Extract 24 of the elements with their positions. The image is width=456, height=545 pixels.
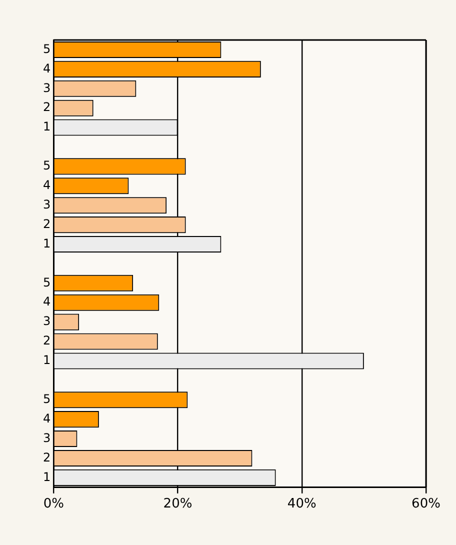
y-tick-label: 1 xyxy=(42,236,51,250)
y-tick-label: 3 xyxy=(42,430,51,445)
x-tick-label: 0% xyxy=(43,496,64,512)
y-tick-label: 1 xyxy=(42,470,51,484)
y-tick-label: 3 xyxy=(42,314,51,328)
y-tick-label: 1 xyxy=(42,120,51,134)
y-tick-label: 4 xyxy=(42,61,51,76)
y-tick-label: 5 xyxy=(42,42,51,56)
y-tick-label: 2 xyxy=(42,216,51,231)
x-tick-label: 20% xyxy=(163,496,192,512)
y-tick-label: 2 xyxy=(42,450,51,464)
y-tick-label: 5 xyxy=(42,158,51,173)
y-tick-label: 5 xyxy=(42,275,51,290)
y-tick-label: 3 xyxy=(42,80,51,95)
y-tick-label: 5 xyxy=(42,392,51,406)
y-tick-label: 1 xyxy=(42,353,51,368)
y-tick-label: 4 xyxy=(42,411,51,426)
y-tick-label: 3 xyxy=(42,197,51,212)
y-tick-label: 2 xyxy=(42,334,51,348)
y-tick-label: 2 xyxy=(42,100,51,114)
y-tick-label: 4 xyxy=(42,178,51,192)
x-tick-label: 40% xyxy=(287,496,316,512)
x-tick-label: 60% xyxy=(412,496,440,512)
y-tick-label: 4 xyxy=(42,294,51,309)
